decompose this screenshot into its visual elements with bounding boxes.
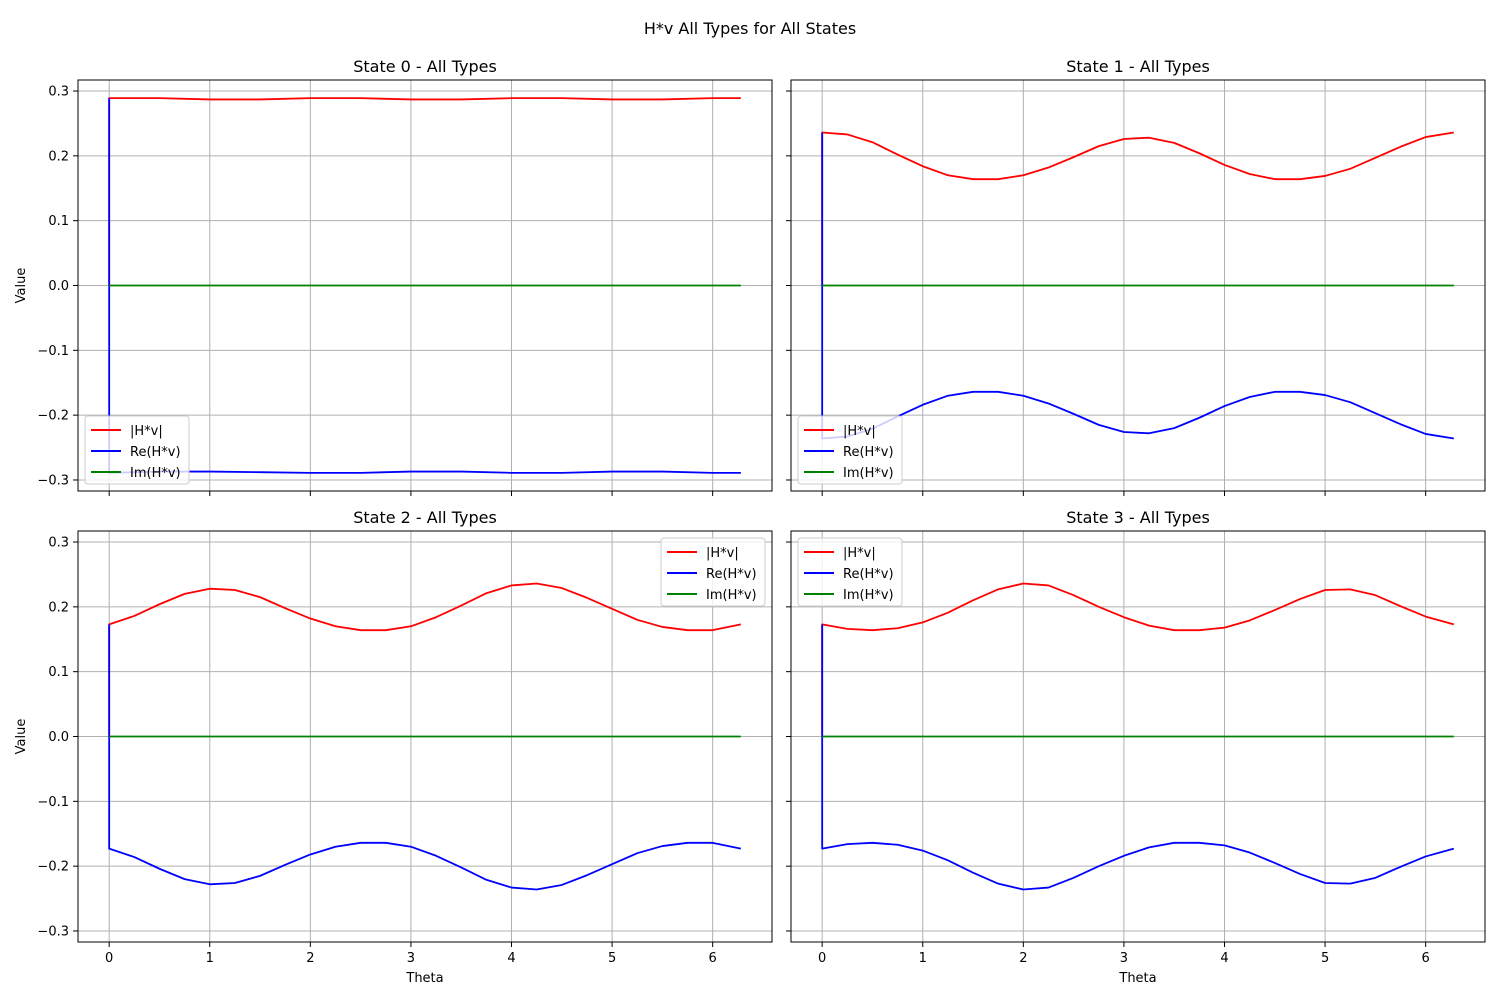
y-tick-label: 0.1 — [48, 665, 69, 680]
legend: |H*v| Re(H*v) Im(H*v) — [797, 415, 903, 485]
y-tick-label: 0.3 — [48, 536, 69, 551]
legend: |H*v| Re(H*v) Im(H*v) — [660, 537, 766, 607]
subplot-title: State 1 - All Types — [1066, 57, 1210, 76]
y-tick-label: 0.0 — [48, 279, 69, 294]
series-line-abs — [821, 582, 1455, 737]
x-tick-label: 6 — [709, 951, 717, 966]
x-tick-label: 0 — [105, 951, 113, 966]
subplot-state-0: State 0 - All Types −0.3 −0.2 −0.1 0.0 0.1 0.2… — [14, 57, 773, 496]
subplot-title: State 2 - All Types — [353, 508, 497, 527]
x-tick-label: 6 — [1422, 951, 1430, 966]
x-tick-label: 5 — [1321, 951, 1329, 966]
legend-entry-label: |H*v| — [843, 546, 876, 561]
series-line-abs — [821, 131, 1454, 286]
legend-entry-label: |H*v| — [706, 546, 739, 561]
series-line-re — [108, 624, 742, 891]
legend-entry-label: Re(H*v) — [706, 567, 757, 582]
y-tick-label: −0.3 — [37, 924, 69, 939]
legend-entry-label: |H*v| — [130, 424, 163, 439]
y-axis-label: Value — [14, 268, 29, 304]
series-line-re — [821, 624, 1455, 891]
legend-entry-label: Re(H*v) — [843, 445, 894, 460]
legend-entry-label: |H*v| — [843, 424, 876, 439]
legend: |H*v| Re(H*v) Im(H*v) — [797, 537, 903, 607]
y-tick-label: −0.3 — [37, 473, 69, 488]
legend-box — [797, 415, 903, 485]
x-tick-label: 2 — [306, 951, 314, 966]
x-axis-label: Theta — [405, 971, 443, 986]
series-line-re — [821, 132, 1454, 440]
x-tick-label: 0 — [818, 951, 826, 966]
x-tick-label: 4 — [507, 951, 515, 966]
subplot-state-2: State 2 - All Types 0 1 2 3 4 5 6 −0.3 −0.2 −0.1 0.… — [14, 508, 773, 986]
y-axis-label: Value — [14, 719, 29, 755]
x-tick-label: 1 — [206, 951, 214, 966]
legend-box — [797, 537, 903, 607]
y-tick-label: 0.2 — [48, 600, 69, 615]
subplot-state-3: State 3 - All Types 0 1 2 3 4 5 6 Theta |H*v| Re(H… — [786, 508, 1486, 986]
figure-suptitle: H*v All Types for All States — [644, 19, 856, 38]
x-tick-label: 1 — [919, 951, 927, 966]
legend-entry-label: Im(H*v) — [843, 588, 894, 603]
y-tick-label: 0.3 — [48, 85, 69, 100]
legend-entry-label: Im(H*v) — [130, 466, 181, 481]
y-tick-label: −0.2 — [37, 860, 69, 875]
subplots: State 0 - All Types −0.3 −0.2 −0.1 0.0 0.1 0.2… — [14, 57, 1486, 986]
x-tick-label: 5 — [608, 951, 616, 966]
x-tick-label: 3 — [1120, 951, 1128, 966]
legend-box — [660, 537, 766, 607]
subplot-title: State 3 - All Types — [1066, 508, 1210, 527]
series-group — [108, 582, 742, 891]
series-group — [821, 582, 1455, 891]
legend: |H*v| Re(H*v) Im(H*v) — [84, 415, 190, 485]
subplot-title: State 0 - All Types — [353, 57, 497, 76]
legend-entry-label: Re(H*v) — [843, 567, 894, 582]
x-tick-label: 3 — [407, 951, 415, 966]
legend-entry-label: Im(H*v) — [706, 588, 757, 603]
subplot-state-1: State 1 - All Types |H*v| Re(H*v) Im(H*v) — [786, 57, 1486, 496]
legend-entry-label: Re(H*v) — [130, 445, 181, 460]
y-tick-label: −0.1 — [37, 795, 69, 810]
x-tick-label: 4 — [1220, 951, 1228, 966]
legend-entry-label: Im(H*v) — [843, 466, 894, 481]
series-group — [821, 131, 1454, 440]
y-tick-label: −0.1 — [37, 344, 69, 359]
x-tick-label: 2 — [1019, 951, 1027, 966]
x-axis-label: Theta — [1118, 971, 1156, 986]
series-line-abs — [108, 582, 742, 737]
y-tick-label: 0.1 — [48, 214, 69, 229]
y-tick-label: 0.2 — [48, 149, 69, 164]
y-tick-label: −0.2 — [37, 409, 69, 424]
series-line-abs — [108, 97, 741, 286]
y-tick-label: 0.0 — [48, 730, 69, 745]
legend-box — [84, 415, 190, 485]
